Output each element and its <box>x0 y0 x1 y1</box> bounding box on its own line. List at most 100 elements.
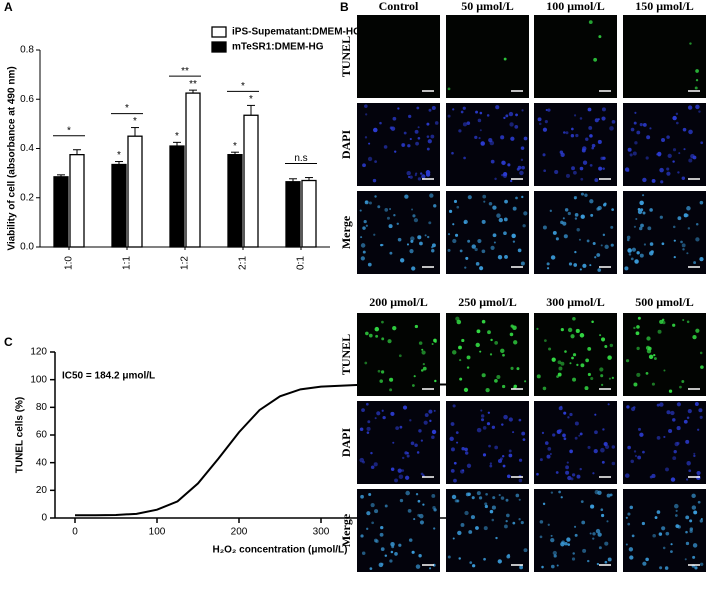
cell-dot <box>427 139 432 144</box>
cell-dot <box>574 436 578 440</box>
cell-dot <box>566 461 569 464</box>
cell-dot <box>428 108 432 112</box>
micrograph <box>357 191 440 274</box>
cell-dot <box>696 470 701 476</box>
cell-dot <box>544 441 549 445</box>
cell-dot <box>399 498 404 503</box>
cell-dot <box>481 249 486 254</box>
cell-dot <box>425 170 431 175</box>
cell-dot <box>370 451 373 455</box>
cell-dot <box>695 104 700 110</box>
row-label: TUNEL <box>339 334 353 375</box>
cell-dot <box>661 138 666 143</box>
cell-dot <box>523 211 528 216</box>
cell-dot <box>629 505 634 510</box>
cell-dot <box>513 340 518 345</box>
cell-dot <box>677 216 682 221</box>
cell-dot <box>478 136 481 140</box>
cell-dot <box>602 167 605 170</box>
cell-dot <box>661 242 665 246</box>
cell-dot <box>606 493 611 498</box>
cell-dot <box>683 213 688 218</box>
cell-dot <box>649 208 653 212</box>
cell-dot <box>490 245 495 250</box>
cell-dot <box>516 167 520 171</box>
cell-dot <box>397 107 400 110</box>
cell-dot <box>507 163 511 167</box>
cell-dot <box>625 543 628 546</box>
cell-dot <box>587 559 590 563</box>
cell-dot <box>548 347 552 351</box>
cell-dot <box>552 230 557 235</box>
cell-dot <box>418 554 422 558</box>
cell-dot <box>450 447 455 452</box>
cell-dot <box>539 520 544 524</box>
cell-dot <box>374 160 377 164</box>
cell-dot <box>502 353 505 357</box>
cell-dot <box>424 234 427 237</box>
cell-dot <box>542 502 546 506</box>
cell-dot <box>487 411 491 414</box>
cell-dot <box>390 550 394 554</box>
cell-dot <box>447 248 451 252</box>
cell-dot <box>682 127 687 132</box>
cell-dot <box>369 567 373 571</box>
cell-dot <box>520 520 524 525</box>
cell-dot <box>482 194 487 199</box>
cell-dot <box>483 557 486 561</box>
cell-dot <box>463 156 466 160</box>
cell-dot <box>560 220 564 225</box>
cell-dot <box>368 493 372 497</box>
cell-dot <box>656 435 661 440</box>
cell-dot <box>477 238 482 244</box>
cell-dot <box>629 153 633 157</box>
cell-dot <box>636 325 640 329</box>
cell-dot <box>560 496 563 499</box>
cell-dot <box>423 420 428 425</box>
cell-dot <box>700 562 704 566</box>
column-label: 500 μmol/L <box>635 295 693 309</box>
cell-dot <box>426 235 430 239</box>
cell-dot <box>687 227 691 230</box>
cell-dot <box>688 469 692 473</box>
cell-dot <box>417 126 420 129</box>
cell-dot <box>672 456 677 461</box>
cell-dot <box>489 462 493 465</box>
cell-dot <box>572 377 577 382</box>
cell-dot <box>635 217 638 221</box>
cell-dot <box>415 141 419 146</box>
cell-dot <box>481 418 485 422</box>
cell-dot <box>452 537 455 540</box>
cell-dot <box>611 461 616 466</box>
cell-dot <box>461 338 465 343</box>
cell-dot <box>637 455 642 460</box>
cell-dot <box>653 353 656 357</box>
cell-dot <box>422 363 425 366</box>
cell-dot <box>632 151 637 156</box>
cell-dot <box>433 508 437 512</box>
cell-dot <box>458 345 462 350</box>
cell-dot <box>447 555 451 559</box>
cell-dot <box>410 441 415 446</box>
cell-dot <box>496 213 501 218</box>
cell-dot <box>627 522 631 526</box>
cell-dot <box>542 386 547 391</box>
cell-dot <box>521 109 524 112</box>
cell-dot <box>590 213 594 217</box>
cell-dot <box>481 319 486 324</box>
cell-dot <box>624 473 630 478</box>
cell-dot <box>560 152 565 157</box>
cell-dot <box>367 156 373 162</box>
cell-dot <box>567 211 571 216</box>
cell-dot <box>586 239 590 243</box>
cell-dot <box>512 521 516 525</box>
cell-dot <box>485 387 490 393</box>
cell-dot <box>447 87 451 91</box>
cell-dot <box>500 135 505 140</box>
cell-dot <box>482 453 487 457</box>
cell-dot <box>471 244 476 249</box>
cell-dot <box>376 411 381 416</box>
cell-dot <box>524 380 527 383</box>
cell-dot <box>682 319 685 322</box>
cell-dot <box>505 114 509 118</box>
